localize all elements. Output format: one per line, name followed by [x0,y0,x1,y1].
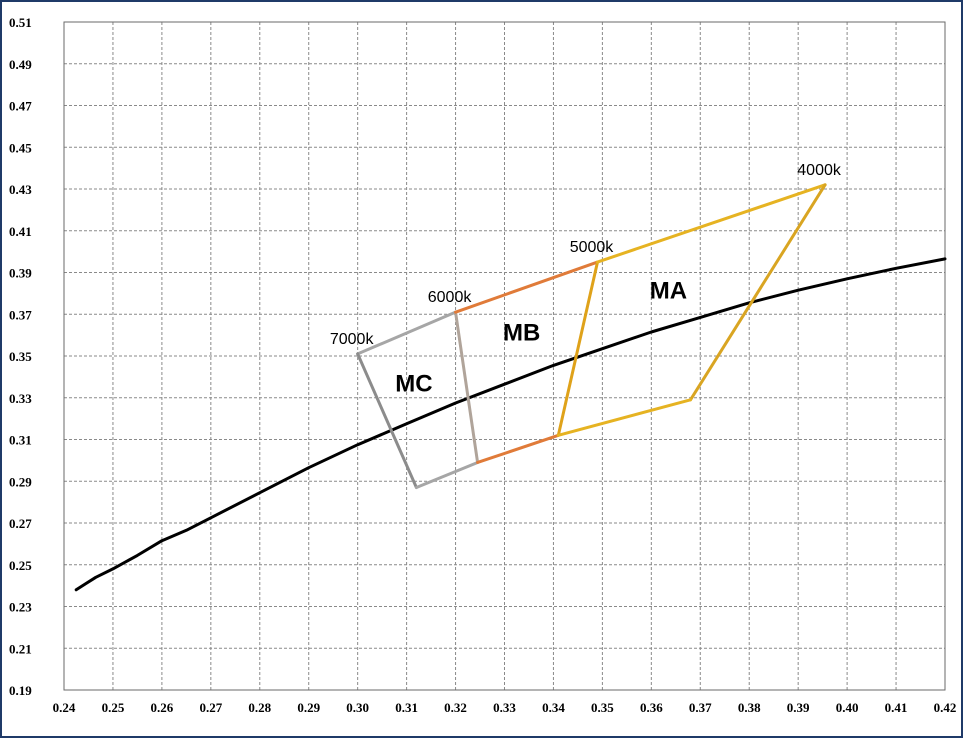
annotations: 7000k 6000k 5000k 4000k MC MB MA [330,162,842,398]
region-boundary-segment [414,460,480,490]
y-tick-label: 0.49 [9,57,32,72]
grid [64,22,945,690]
y-tick-label: 0.45 [9,140,32,155]
y-tick-label: 0.19 [9,683,32,698]
y-tick-label: 0.35 [9,349,32,364]
x-tick-label: 0.41 [885,700,908,715]
y-tick-label: 0.41 [9,224,32,239]
cct-label: 7000k [330,331,375,348]
x-tick-label: 0.26 [151,700,174,715]
x-tick-label: 0.34 [542,700,565,715]
series [74,183,947,592]
y-tick-label: 0.25 [9,558,32,573]
y-tick-label: 0.21 [9,641,32,656]
y-tick-label: 0.37 [9,307,32,322]
x-tick-label: 0.40 [836,700,859,715]
axes [63,21,946,691]
y-tick-label: 0.27 [9,516,32,531]
x-tick-label: 0.42 [934,700,957,715]
x-tick-label: 0.38 [738,700,761,715]
region-label: MC [395,370,432,397]
planckian-locus-line [74,257,947,592]
region-boundary-segment [556,260,599,437]
region-boundary-segment [454,310,480,464]
region-label: MB [503,319,540,346]
region-boundary-segment [476,433,560,464]
region-label: MA [650,278,687,305]
region-boundary-segment [356,310,458,356]
y-tick-label: 0.29 [9,474,32,489]
y-tick-label: 0.23 [9,600,32,615]
x-tick-label: 0.25 [102,700,125,715]
cct-label: 6000k [428,289,473,306]
x-tick-label: 0.35 [591,700,614,715]
y-tick-label: 0.51 [9,15,32,30]
x-tick-label: 0.24 [53,700,76,715]
y-tick-label: 0.33 [9,391,32,406]
x-tick-label: 0.33 [493,700,516,715]
region-boundary-segment [556,398,692,437]
x-tick-label: 0.29 [297,700,320,715]
x-tick-label: 0.28 [248,700,271,715]
cct-label: 5000k [570,239,615,256]
x-tick-label: 0.39 [787,700,810,715]
x-tick-label: 0.27 [199,700,222,715]
y-tick-label: 0.43 [9,182,32,197]
tick-labels: 0.24 0.25 0.26 0.27 0.28 0.29 0.30 0.31 0.32 0.33… [9,15,956,715]
x-tick-label: 0.30 [346,700,369,715]
y-tick-label: 0.39 [9,266,32,281]
y-tick-label: 0.47 [9,99,32,114]
region-boundary-segment [595,183,827,264]
x-tick-label: 0.31 [395,700,418,715]
x-tick-label: 0.36 [640,700,663,715]
region-boundary-segment [688,183,827,402]
plot-border [63,21,946,691]
region-boundary-segment [454,260,599,314]
x-tick-label: 0.32 [444,700,467,715]
cct-label: 4000k [797,162,842,179]
y-tick-label: 0.31 [9,433,32,448]
region-boundary-segment [356,352,418,490]
x-tick-label: 0.37 [689,700,712,715]
